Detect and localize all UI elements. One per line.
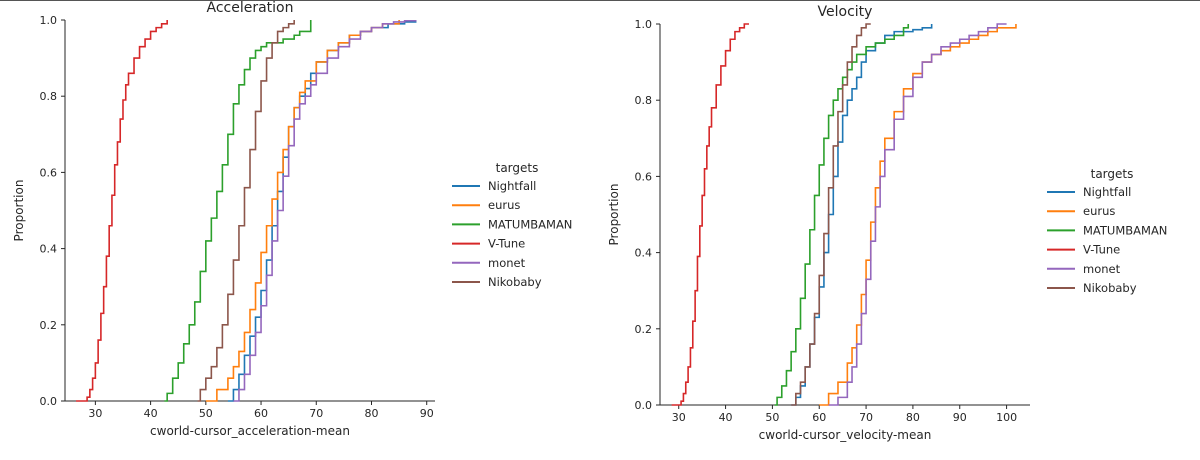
y-tick-label: 0.2 xyxy=(635,323,653,336)
y-tick-label: 0.4 xyxy=(40,243,58,256)
series-line-nikobaby xyxy=(197,20,295,402)
legend-entry: MATUMBAMAN xyxy=(1083,223,1167,237)
chart-0: Acceleration 30 40 50 60 70 80 90 0.0 0.2 0.4 0.6 0.… xyxy=(12,0,572,438)
x-tick-label: 40 xyxy=(719,411,733,424)
y-tick-label: 1.0 xyxy=(635,18,653,31)
y-tick-label: 0.8 xyxy=(40,90,58,103)
x-tick-label: 60 xyxy=(812,411,826,424)
legend-entry: eurus xyxy=(1083,204,1115,218)
legend-entry: MATUMBAMAN xyxy=(488,217,572,231)
series-line-monet xyxy=(233,19,417,402)
legend-entry: monet xyxy=(1083,262,1121,276)
x-tick-label: 50 xyxy=(199,407,213,420)
chart-title: Velocity xyxy=(818,4,873,20)
top-border xyxy=(0,0,1200,1)
x-axis-label: cworld-cursor_acceleration-mean xyxy=(150,424,350,438)
x-tick-label: 70 xyxy=(859,411,873,424)
series-line-v-tune xyxy=(671,23,749,406)
legend-entry: Nikobaby xyxy=(1083,281,1137,295)
x-tick-label: 70 xyxy=(309,407,323,420)
legend-entry: monet xyxy=(488,256,526,270)
y-axis-label: Proportion xyxy=(12,180,26,242)
x-tick-label: 90 xyxy=(953,411,967,424)
y-tick-label: 0.6 xyxy=(40,166,58,179)
chart-1: Velocity 30 40 50 60 70 80 90 100 0.0 0.2 0.4 0.6 0.8… xyxy=(607,4,1167,442)
x-tick-label: 80 xyxy=(364,407,378,420)
y-tick-label: 1.0 xyxy=(40,14,58,27)
legend-title: targets xyxy=(1091,167,1134,181)
y-axis-label: Proportion xyxy=(607,184,621,246)
series-line-nightfall xyxy=(791,24,933,406)
legend-entry: Nightfall xyxy=(488,179,536,193)
series-line-matumbaman xyxy=(774,24,910,406)
x-tick-label: 50 xyxy=(765,411,779,424)
x-tick-label: 90 xyxy=(420,407,434,420)
legend-entry: Nikobaby xyxy=(488,275,542,289)
x-tick-label: 30 xyxy=(672,411,686,424)
y-tick-label: 0.8 xyxy=(635,94,653,107)
x-tick-label: 100 xyxy=(996,411,1017,424)
x-tick-label: 30 xyxy=(88,407,102,420)
series-line-matumbaman xyxy=(164,20,312,402)
series-line-nikobaby xyxy=(791,23,871,406)
x-tick-label: 60 xyxy=(254,407,268,420)
series-line-v-tune xyxy=(76,20,168,402)
legend-title: targets xyxy=(496,161,539,175)
x-tick-label: 40 xyxy=(144,407,158,420)
y-tick-label: 0.2 xyxy=(40,319,58,332)
legend-entry: V-Tune xyxy=(1083,243,1120,257)
chart-title: Acceleration xyxy=(207,0,294,16)
y-tick-label: 0.0 xyxy=(635,399,653,412)
y-tick-label: 0.0 xyxy=(40,395,58,408)
y-tick-label: 0.6 xyxy=(635,170,653,183)
series-line-monet xyxy=(828,23,1007,406)
y-tick-label: 0.4 xyxy=(635,247,653,260)
series-line-eurus xyxy=(205,20,400,402)
legend-entry: Nightfall xyxy=(1083,185,1131,199)
legend-entry: V-Tune xyxy=(488,237,525,251)
legend-entry: eurus xyxy=(488,198,520,212)
x-tick-label: 80 xyxy=(906,411,920,424)
series-line-eurus xyxy=(819,24,1017,406)
x-axis-label: cworld-cursor_velocity-mean xyxy=(759,428,932,442)
